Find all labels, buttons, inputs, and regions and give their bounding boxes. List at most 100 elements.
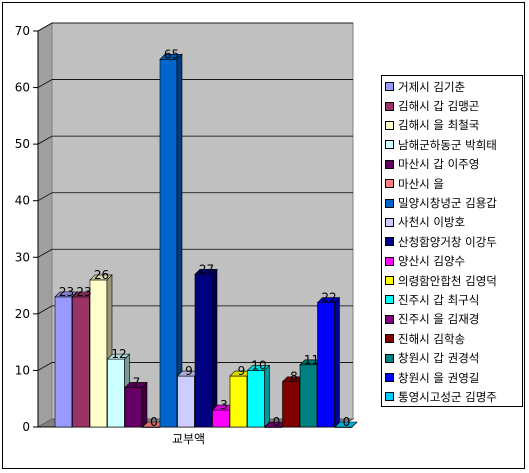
legend-swatch [385, 237, 394, 247]
legend-label: 산청함양거창 이강두 [398, 234, 497, 249]
y-tick-label: 0 [22, 420, 30, 434]
data-label: 0 [273, 415, 281, 429]
x-category-label: 교부액 [172, 432, 205, 446]
legend-label: 거제시 김기춘 [398, 79, 466, 94]
y-tick-label: 20 [15, 307, 30, 321]
legend-item: 진주시 갑 최구식 [385, 290, 522, 309]
bar-front [124, 387, 143, 428]
bar-side [264, 364, 270, 428]
legend-label: 마산시 을 [398, 176, 444, 191]
legend-label: 진주시 을 김재경 [398, 312, 480, 327]
legend-item: 사천시 이방호 [385, 213, 522, 232]
bar-front [54, 296, 73, 428]
data-label: 23 [76, 285, 91, 299]
legend-swatch [385, 295, 394, 305]
bar-front [212, 409, 230, 428]
legend-label: 양산시 김양수 [398, 254, 466, 269]
legend-item: 마산시 갑 이주영 [385, 155, 522, 174]
bar-front [177, 375, 195, 428]
data-label: 9 [238, 364, 246, 378]
data-label: 12 [111, 347, 126, 361]
legend-item: 김해시 을 최철국 [385, 116, 522, 135]
gridline [37, 362, 353, 371]
data-label: 3 [220, 398, 228, 412]
bar-side [334, 296, 340, 428]
legend-swatch [385, 217, 394, 227]
legend-item: 남해군하동군 박희태 [385, 135, 522, 154]
legend-item: 김해시 갑 김맹곤 [385, 96, 522, 115]
legend-swatch [385, 120, 394, 130]
legend-label: 밀양시창녕군 김용갑 [398, 196, 497, 211]
data-label: 11 [304, 353, 319, 367]
legend-item: 의령함안합천 김영덕 [385, 271, 522, 290]
bar-front [72, 296, 90, 428]
gridline [37, 305, 353, 315]
data-label: 27 [199, 262, 214, 276]
bar-front [247, 370, 265, 428]
bar-front [229, 375, 248, 428]
legend-label: 의령함안합천 김영덕 [398, 273, 497, 288]
legend-item: 창원시 을 권영길 [385, 368, 522, 387]
data-label: 8 [290, 370, 298, 384]
gridline [37, 248, 353, 258]
bar-front [159, 58, 178, 428]
legend-label: 김해시 을 최철국 [398, 118, 480, 133]
legend-swatch [385, 82, 394, 92]
bar-side [141, 381, 148, 428]
legend-item: 창원시 갑 권경석 [385, 348, 522, 367]
bar-front [89, 279, 108, 428]
data-label: 26 [94, 268, 109, 282]
legend-swatch [385, 198, 394, 208]
gridlines [37, 22, 353, 371]
bar-front [299, 364, 318, 428]
data-label: 0 [343, 415, 351, 429]
data-label: 10 [251, 358, 266, 372]
bar-front [107, 358, 125, 428]
y-tick-label: 30 [15, 250, 30, 264]
legend-item: 밀양시창녕군 김용갑 [385, 193, 522, 212]
y-tick-label: 50 [15, 137, 30, 151]
bar-9 [194, 268, 218, 428]
gridline [37, 22, 353, 32]
legend-swatch [385, 392, 394, 402]
y-tick-label: 60 [15, 81, 30, 95]
legend-swatch [385, 334, 394, 344]
legend-item: 마산시 을 [385, 174, 522, 193]
data-label: 7 [133, 375, 141, 389]
legend-swatch [385, 314, 394, 324]
bars [54, 53, 358, 428]
legend-item: 진해시 김학송 [385, 329, 522, 348]
bar-16 [316, 296, 341, 428]
legend-item: 통영시고성군 김명주 [385, 387, 522, 406]
legend-swatch [385, 101, 394, 111]
legend-item: 산청함양거창 이강두 [385, 232, 522, 251]
bar-side [351, 421, 358, 428]
y-tick-label: 40 [15, 194, 30, 208]
chart-frame: 0 10 20 30 40 50 60 70 교부액 23 23 26 12 7 0 65 9 27 3 9 10 0 8… [2, 2, 525, 469]
legend-label: 마산시 갑 이주영 [398, 157, 480, 172]
legend-swatch [385, 256, 394, 266]
y-tick-label: 10 [15, 363, 30, 377]
y-tick-label: 70 [15, 24, 30, 38]
legend-swatch [385, 276, 394, 286]
legend-item: 진주시 을 김재경 [385, 310, 522, 329]
legend-swatch [385, 159, 394, 169]
bar-4 [106, 353, 131, 428]
legend-item: 양산시 김양수 [385, 252, 522, 271]
bar-17 [334, 421, 358, 428]
bar-side [176, 53, 183, 428]
data-label: 23 [59, 285, 74, 299]
gridline [37, 192, 353, 202]
legend-item: 거제시 김기춘 [385, 77, 522, 96]
data-label: 0 [150, 415, 158, 429]
bar-side [211, 268, 218, 428]
legend-swatch [385, 140, 394, 150]
data-label: 22 [321, 291, 336, 305]
legend-label: 사천시 이방호 [398, 215, 466, 230]
data-label: 9 [185, 364, 193, 378]
legend-label: 창원시 을 권영길 [398, 370, 480, 385]
legend-label: 진주시 갑 최구식 [398, 292, 480, 307]
